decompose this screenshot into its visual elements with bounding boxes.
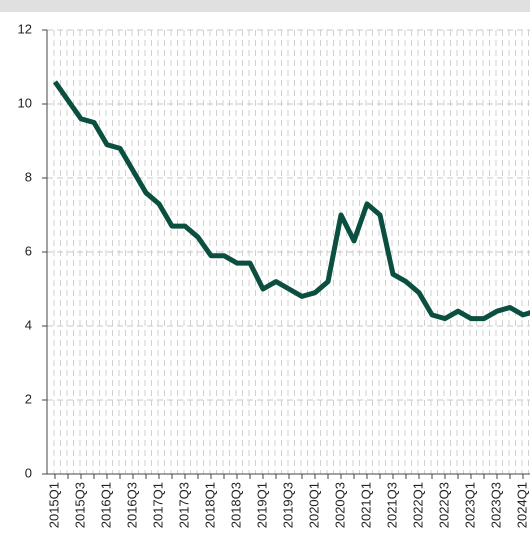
x-tick-label: 2016Q1 [98, 482, 113, 528]
x-tick-label: 2022Q1 [410, 482, 425, 528]
x-tick-label: 2019Q3 [280, 482, 295, 528]
y-tick-label: 0 [25, 465, 32, 480]
x-tick-label: 2023Q1 [462, 482, 477, 528]
x-tick-label: 2019Q1 [254, 482, 269, 528]
x-tick-label: 2023Q3 [488, 482, 503, 528]
x-tick-label: 2017Q3 [176, 482, 191, 528]
x-tick-label: 2018Q3 [228, 482, 243, 528]
x-tick-label: 2017Q1 [150, 482, 165, 528]
x-tick-label: 2024Q1 [514, 482, 529, 528]
y-tick-label: 12 [18, 21, 32, 36]
x-tick-label: 2021Q1 [358, 482, 373, 528]
x-tick-label: 2018Q1 [202, 482, 217, 528]
line-series [52, 80, 530, 322]
top-band [0, 0, 530, 12]
y-tick-label: 8 [25, 169, 32, 184]
x-tick-label: 2020Q1 [306, 482, 321, 528]
x-tick-label: 2020Q3 [332, 482, 347, 528]
x-tick-label: 2015Q3 [72, 482, 87, 528]
x-tick-label: 2021Q3 [384, 482, 399, 528]
x-tick-label: 2015Q1 [46, 482, 61, 528]
x-tick-label: 2022Q3 [436, 482, 451, 528]
y-tick-label: 10 [18, 95, 32, 110]
x-tick-label: 2016Q3 [124, 482, 139, 528]
y-tick-label: 4 [25, 317, 32, 332]
y-tick-label: 6 [25, 243, 32, 258]
y-tick-label: 2 [25, 391, 32, 406]
